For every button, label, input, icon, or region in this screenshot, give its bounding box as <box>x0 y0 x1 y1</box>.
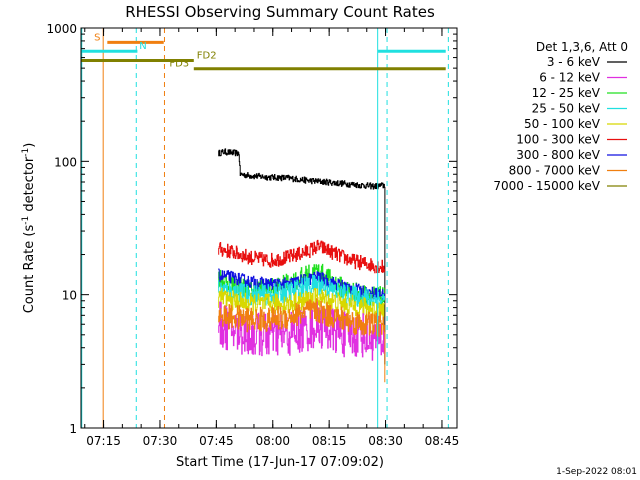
y-tick-label: 10 <box>62 289 77 303</box>
legend-label: 50 - 100 keV <box>524 117 601 131</box>
attenuator-label: FD3 <box>169 59 189 70</box>
x-axis-label: Start Time (17-Jun-17 07:09:02) <box>176 455 384 470</box>
legend-label: 800 - 7000 keV <box>509 164 601 178</box>
x-tick-label: 08:00 <box>255 434 290 448</box>
plot-data <box>218 148 386 383</box>
reference-lines <box>81 28 449 428</box>
y-tick-label: 1000 <box>46 22 77 36</box>
attenuator-label: FD2 <box>197 51 217 62</box>
x-tick-label: 08:45 <box>425 434 460 448</box>
y-tick-label: 1 <box>69 422 77 436</box>
legend-label: 12 - 25 keV <box>532 86 601 100</box>
x-tick-label: 08:30 <box>368 434 403 448</box>
y-tick-label: 100 <box>54 155 77 169</box>
x-tick-label: 07:15 <box>86 434 121 448</box>
series-line <box>218 148 386 365</box>
legend-label: 7000 - 15000 keV <box>493 179 600 193</box>
axis-ticks: 07:15 07:30 07:45 08:00 08:15 08:30 08:45 1 10 10… <box>46 22 459 448</box>
legend-label: 100 - 300 keV <box>516 133 600 147</box>
legend-label: 300 - 800 keV <box>516 148 600 162</box>
series-line <box>218 239 385 274</box>
chart-title: RHESSI Observing Summary Count Rates <box>125 3 435 21</box>
plot-frame <box>80 27 458 429</box>
y-axis-label: Count Rate (s-1 detector-1) <box>21 143 37 314</box>
legend-label: 25 - 50 keV <box>532 102 601 116</box>
series-line <box>218 298 386 383</box>
attenuator-bars: S N FD2 FD3 <box>81 32 446 71</box>
legend-label: 6 - 12 keV <box>539 71 601 85</box>
legend-header: Det 1,3,6, Att 0 <box>536 40 628 54</box>
attenuator-label: S <box>94 32 100 43</box>
x-tick-label: 08:15 <box>312 434 347 448</box>
footer-timestamp: 1-Sep-2022 08:01 <box>556 467 637 477</box>
attenuator-label: N <box>139 41 146 52</box>
legend-label: 3 - 6 keV <box>547 55 601 69</box>
x-tick-label: 07:45 <box>199 434 234 448</box>
x-tick-label: 07:30 <box>143 434 178 448</box>
